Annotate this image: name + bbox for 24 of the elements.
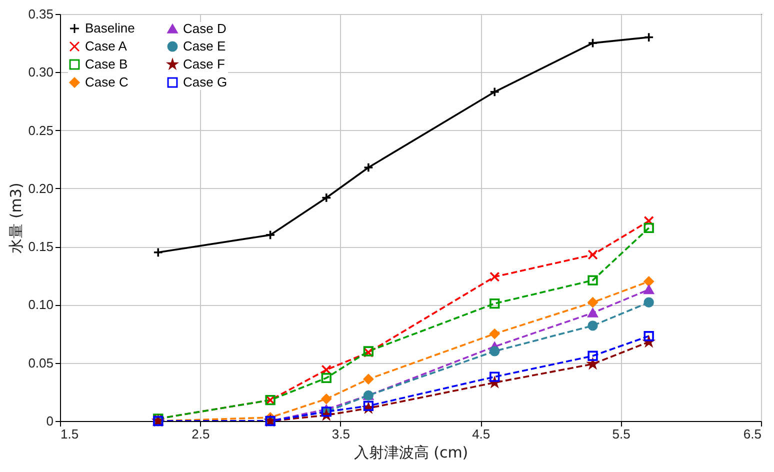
legend-label: Case C — [85, 74, 128, 90]
y-tick-label: 0.05 — [28, 355, 54, 370]
y-tick-label: 0.25 — [28, 122, 54, 138]
y-tick-label: 0.10 — [28, 297, 54, 312]
x-tick-label: 3.5 — [332, 426, 350, 442]
legend-label: Case A — [85, 38, 128, 54]
y-tick-label: 0.30 — [28, 64, 54, 80]
legend-label: Case D — [183, 20, 226, 36]
legend-label: Baseline — [85, 20, 135, 36]
y-tick-label: 0.15 — [28, 239, 54, 254]
x-tick-label: 1.5 — [60, 426, 79, 442]
x-tick-label: 4.5 — [472, 426, 490, 442]
y-tick-label: 0.35 — [28, 6, 54, 22]
y-tick-label: 0 — [46, 414, 54, 428]
y-tick-label: 0.20 — [28, 180, 54, 196]
x-tick-label: 5.5 — [612, 426, 630, 442]
x-axis-title: 入射津波高 (cm) — [354, 444, 468, 462]
x-tick-label: 6.5 — [743, 426, 762, 442]
legend-label: Case F — [183, 56, 225, 72]
legend-label: Case G — [183, 74, 228, 90]
legend-label: Case B — [85, 56, 128, 72]
legend-label: Case E — [183, 38, 226, 54]
y-axis-title: 水量 (m3) — [7, 182, 26, 254]
x-tick-label: 2.5 — [192, 426, 210, 442]
